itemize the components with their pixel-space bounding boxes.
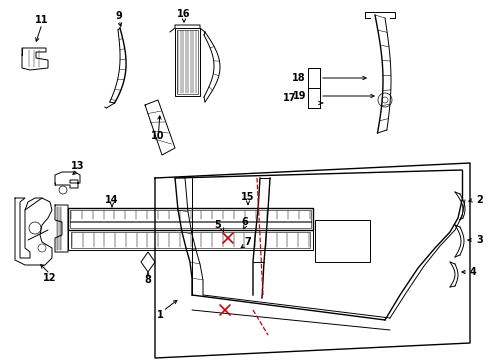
Text: 5: 5 <box>214 220 221 230</box>
Bar <box>314 220 369 262</box>
Bar <box>68 208 312 230</box>
Text: 19: 19 <box>292 91 305 101</box>
Bar <box>71 232 309 248</box>
Text: 6: 6 <box>241 217 248 227</box>
Text: 11: 11 <box>35 15 49 25</box>
Text: 9: 9 <box>115 11 122 21</box>
Text: 14: 14 <box>105 195 119 205</box>
Text: 16: 16 <box>177 9 190 19</box>
Bar <box>177 30 198 94</box>
Text: 3: 3 <box>475 235 482 245</box>
Text: 8: 8 <box>144 275 151 285</box>
Bar <box>175 28 200 96</box>
Text: 13: 13 <box>71 161 84 171</box>
Bar <box>68 230 312 250</box>
Text: 10: 10 <box>151 131 164 141</box>
Bar <box>70 221 310 228</box>
Text: 15: 15 <box>241 192 254 202</box>
Text: 18: 18 <box>292 73 305 83</box>
Text: 4: 4 <box>469 267 476 277</box>
Text: 17: 17 <box>282 93 295 103</box>
Bar <box>70 210 310 222</box>
Text: 12: 12 <box>43 273 57 283</box>
Text: 7: 7 <box>244 237 251 247</box>
Text: 2: 2 <box>475 195 482 205</box>
Text: 1: 1 <box>156 310 163 320</box>
